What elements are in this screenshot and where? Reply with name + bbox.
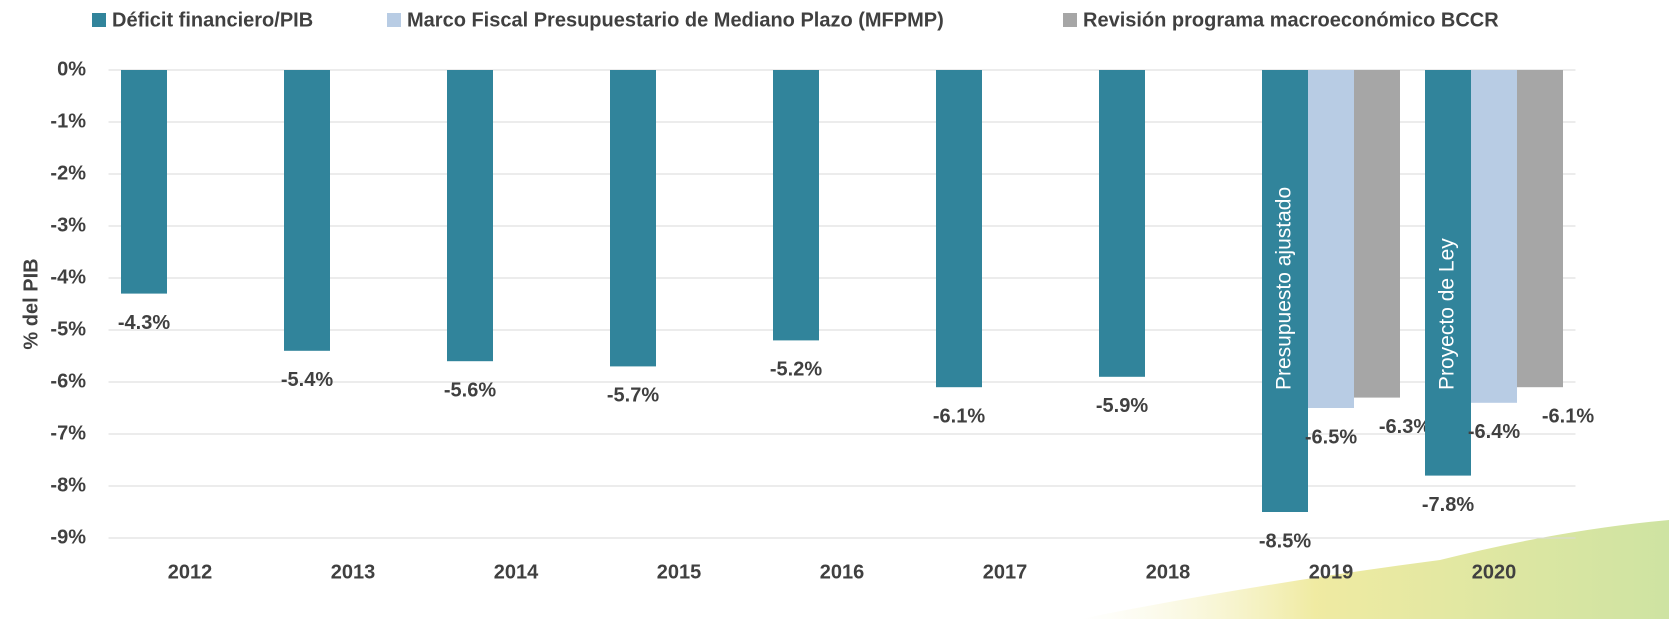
y-tick-label: -8% xyxy=(50,474,86,496)
data-label: -6.4% xyxy=(1468,421,1520,443)
bar xyxy=(121,70,167,294)
y-tick-label: -5% xyxy=(50,318,86,340)
bar xyxy=(610,70,656,366)
data-label: -7.8% xyxy=(1422,494,1474,516)
y-tick-label: -2% xyxy=(50,162,86,184)
y-axis-title: % del PIB xyxy=(20,258,42,349)
data-label: -6.3% xyxy=(1379,416,1431,438)
page: % del PIB 0% -1% -2% -3% -4% -5% -6% -7% -8% -9% D… xyxy=(0,0,1669,619)
bar xyxy=(1354,70,1400,398)
data-label: -5.7% xyxy=(607,385,659,407)
x-tick-label: 2013 xyxy=(331,561,376,583)
x-tick-label: 2017 xyxy=(983,561,1028,583)
legend-swatch xyxy=(387,13,401,27)
data-label: -8.5% xyxy=(1259,530,1311,552)
y-tick-label: -9% xyxy=(50,526,86,548)
chart: % del PIB 0% -1% -2% -3% -4% -5% -6% -7% -8% -9% D… xyxy=(0,0,1669,619)
legend-swatch xyxy=(92,13,106,27)
y-tick-label: -1% xyxy=(50,110,86,132)
y-tick-label: 0% xyxy=(57,58,86,80)
bar xyxy=(773,70,819,340)
bar xyxy=(447,70,493,361)
x-tick-label: 2018 xyxy=(1146,561,1191,583)
y-tick-label: -4% xyxy=(50,266,86,288)
bar xyxy=(284,70,330,351)
x-tick-label: 2012 xyxy=(168,561,213,583)
x-tick-label: 2016 xyxy=(820,561,865,583)
data-label: -5.2% xyxy=(770,359,822,381)
legend-label: Marco Fiscal Presupuestario de Mediano P… xyxy=(407,9,944,31)
legend-label: Déficit financiero/PIB xyxy=(112,9,313,31)
bar-annotation: Proyecto de Ley xyxy=(1436,238,1459,390)
y-tick-label: -6% xyxy=(50,370,86,392)
legend-label: Revisión programa macroeconómico BCCR xyxy=(1083,9,1499,31)
data-label: -5.6% xyxy=(444,379,496,401)
bar xyxy=(1099,70,1145,377)
data-label: -6.1% xyxy=(933,405,985,427)
x-tick-label: 2015 xyxy=(657,561,702,583)
x-tick-label: 2019 xyxy=(1309,561,1354,583)
y-tick-label: -7% xyxy=(50,422,86,444)
data-label: -6.5% xyxy=(1305,426,1357,448)
data-label: -6.1% xyxy=(1542,405,1594,427)
bar xyxy=(1308,70,1354,408)
data-label: -5.4% xyxy=(281,369,333,391)
data-label: -5.9% xyxy=(1096,395,1148,417)
x-tick-label: 2020 xyxy=(1472,561,1517,583)
legend-swatch xyxy=(1063,13,1077,27)
bar xyxy=(936,70,982,387)
bar xyxy=(1471,70,1517,403)
data-label: -4.3% xyxy=(118,312,170,334)
bar-annotation: Presupuesto ajustado xyxy=(1273,187,1296,390)
y-tick-label: -3% xyxy=(50,214,86,236)
x-tick-label: 2014 xyxy=(494,561,539,583)
bar xyxy=(1517,70,1563,387)
